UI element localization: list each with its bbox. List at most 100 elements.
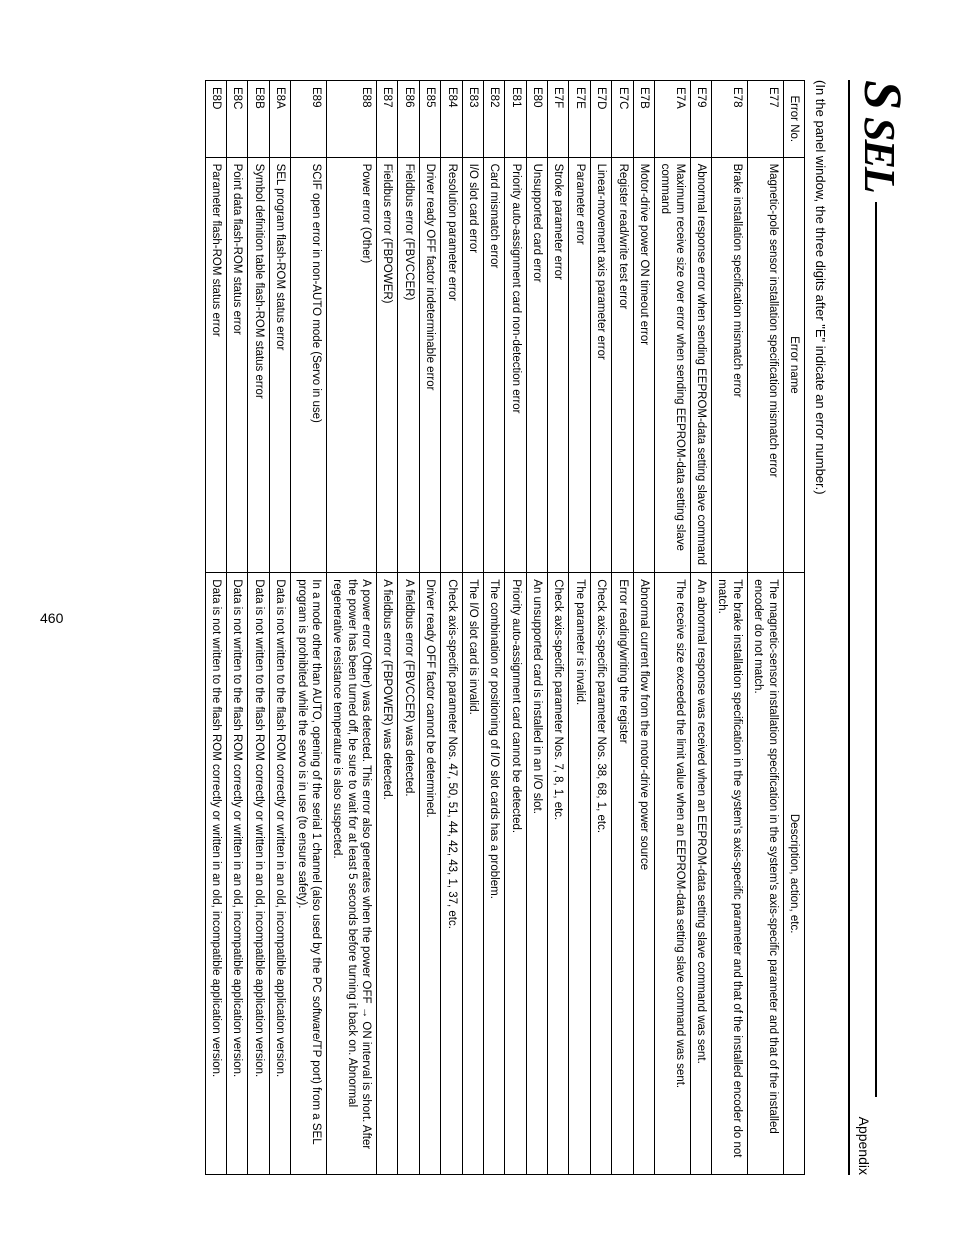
logo-big-s: S: [852, 80, 914, 108]
table-row: E7FStroke parameter errorCheck axis-spec…: [548, 81, 569, 1175]
cell-error-no: E84: [441, 81, 462, 158]
logo-rest: SEL: [854, 108, 905, 192]
cell-error-no: E81: [505, 81, 526, 158]
header-rule: [875, 202, 877, 1097]
table-row: E83I/O slot card errorThe I/O slot card …: [462, 81, 483, 1175]
cell-description: Data is not written to the flash ROM cor…: [205, 573, 226, 1175]
cell-error-name: Point data flash-ROM status error: [227, 157, 248, 573]
cell-description: A power error (Other) was detected. This…: [327, 573, 377, 1175]
cell-error-name: Fieldbus error (FBVCCER): [398, 157, 419, 573]
col-header-error-name: Error name: [783, 157, 804, 573]
cell-description: Data is not written to the flash ROM cor…: [269, 573, 290, 1175]
cell-error-name: SCIF open error in non-AUTO mode (Servo …: [291, 157, 327, 573]
cell-error-name: Driver ready OFF factor indeterminable e…: [419, 157, 440, 573]
cell-error-name: Magnetic-pole sensor installation specif…: [747, 157, 783, 573]
cell-error-name: Maximum receive size over error when sen…: [655, 157, 691, 573]
cell-description: The parameter is invalid.: [569, 573, 590, 1175]
cell-error-no: E88: [327, 81, 377, 158]
cell-description: The I/O slot card is invalid.: [462, 573, 483, 1175]
table-row: E8BSymbol definition table flash-ROM sta…: [248, 81, 269, 1175]
rotated-page-content: S SEL Appendix (In the panel window, the…: [0, 0, 954, 1235]
cell-error-name: Resolution parameter error: [441, 157, 462, 573]
table-row: E7CRegister read/write test errorError r…: [612, 81, 633, 1175]
cell-error-name: Abnormal response error when sending EEP…: [690, 157, 711, 573]
cell-description: The combination or positioning of I/O sl…: [484, 573, 505, 1175]
cell-error-name: Priority auto-assignment card non-detect…: [505, 157, 526, 573]
cell-error-no: E80: [526, 81, 547, 158]
cell-description: A fieldbus error (FBPOWER) was detected.: [377, 573, 398, 1175]
table-row: E7AMaximum receive size over error when …: [655, 81, 691, 1175]
cell-error-name: Unsupported card error: [526, 157, 547, 573]
cell-error-name: Symbol definition table flash-ROM status…: [248, 157, 269, 573]
cell-description: Check axis-specific parameter Nos. 47, 5…: [441, 573, 462, 1175]
cell-description: An unsupported card is installed in an I…: [526, 573, 547, 1175]
cell-error-no: E8A: [269, 81, 290, 158]
table-row: E7DLinear-movement axis parameter errorC…: [590, 81, 611, 1175]
cell-error-no: E87: [377, 81, 398, 158]
cell-error-no: E89: [291, 81, 327, 158]
cell-error-no: E86: [398, 81, 419, 158]
cell-description: Data is not written to the flash ROM cor…: [248, 573, 269, 1175]
cell-description: Abnormal current flow from the motor-dri…: [633, 573, 654, 1175]
cell-description: A fieldbus error (FBVCCER) was detected.: [398, 573, 419, 1175]
table-header-row: Error No. Error name Description, action…: [783, 81, 804, 1175]
table-row: E80Unsupported card errorAn unsupported …: [526, 81, 547, 1175]
table-row: E81Priority auto-assignment card non-det…: [505, 81, 526, 1175]
table-row: E79Abnormal response error when sending …: [690, 81, 711, 1175]
table-body: E77Magnetic-pole sensor installation spe…: [205, 81, 783, 1175]
cell-description: Data is not written to the flash ROM cor…: [227, 573, 248, 1175]
cell-description: Check axis-specific parameter Nos. 38, 6…: [590, 573, 611, 1175]
cell-error-name: Parameter error: [569, 157, 590, 573]
cell-error-no: E7B: [633, 81, 654, 158]
cell-error-name: Card mismatch error: [484, 157, 505, 573]
subtitle: (In the panel window, the three digits a…: [813, 80, 828, 1175]
table-row: E86Fieldbus error (FBVCCER)A fieldbus er…: [398, 81, 419, 1175]
cell-description: An abnormal response was received when a…: [690, 573, 711, 1175]
table-row: E77Magnetic-pole sensor installation spe…: [747, 81, 783, 1175]
table-row: E84Resolution parameter errorCheck axis-…: [441, 81, 462, 1175]
cell-error-name: Linear-movement axis parameter error: [590, 157, 611, 573]
cell-error-no: E7A: [655, 81, 691, 158]
cell-error-no: E85: [419, 81, 440, 158]
cell-error-name: Power error (Other): [327, 157, 377, 573]
cell-description: The magnetic-sensor installation specifi…: [747, 573, 783, 1175]
table-row: E78Brake installation specification mism…: [712, 81, 748, 1175]
cell-error-no: E7F: [548, 81, 569, 158]
table-row: E89SCIF open error in non-AUTO mode (Ser…: [291, 81, 327, 1175]
cell-error-name: Parameter flash-ROM status error: [205, 157, 226, 573]
cell-description: Priority auto-assignment card cannot be …: [505, 573, 526, 1175]
cell-error-no: E82: [484, 81, 505, 158]
cell-error-no: E8C: [227, 81, 248, 158]
table-row: E7BMotor-drive power ON timeout errorAbn…: [633, 81, 654, 1175]
cell-error-name: Stroke parameter error: [548, 157, 569, 573]
table-row: E88Power error (Other)A power error (Oth…: [327, 81, 377, 1175]
appendix-label: Appendix: [852, 1117, 872, 1175]
cell-error-name: Brake installation specification mismatc…: [712, 157, 748, 573]
cell-error-no: E7E: [569, 81, 590, 158]
cell-description: The receive size exceeded the limit valu…: [655, 573, 691, 1175]
cell-error-no: E79: [690, 81, 711, 158]
cell-description: In a mode other than AUTO, opening of th…: [291, 573, 327, 1175]
cell-error-no: E77: [747, 81, 783, 158]
table-row: E87Fieldbus error (FBPOWER)A fieldbus er…: [377, 81, 398, 1175]
logo: S SEL: [852, 80, 914, 192]
table-row: E85Driver ready OFF factor indeterminabl…: [419, 81, 440, 1175]
table-row: E8DParameter flash-ROM status errorData …: [205, 81, 226, 1175]
cell-error-no: E78: [712, 81, 748, 158]
col-header-description: Description, action, etc.: [783, 573, 804, 1175]
table-row: E8CPoint data flash-ROM status errorData…: [227, 81, 248, 1175]
cell-error-name: Register read/write test error: [612, 157, 633, 573]
cell-error-no: E7C: [612, 81, 633, 158]
cell-description: Driver ready OFF factor cannot be determ…: [419, 573, 440, 1175]
cell-error-name: Motor-drive power ON timeout error: [633, 157, 654, 573]
cell-error-no: E83: [462, 81, 483, 158]
cell-description: The brake installation specification in …: [712, 573, 748, 1175]
cell-error-name: SEL program flash-ROM status error: [269, 157, 290, 573]
cell-error-name: I/O slot card error: [462, 157, 483, 573]
cell-description: Error reading/writing the register: [612, 573, 633, 1175]
table-row: E7EParameter errorThe parameter is inval…: [569, 81, 590, 1175]
cell-error-name: Fieldbus error (FBPOWER): [377, 157, 398, 573]
table-row: E8ASEL program flash-ROM status errorDat…: [269, 81, 290, 1175]
cell-error-no: E8B: [248, 81, 269, 158]
col-header-error-no: Error No.: [783, 81, 804, 158]
